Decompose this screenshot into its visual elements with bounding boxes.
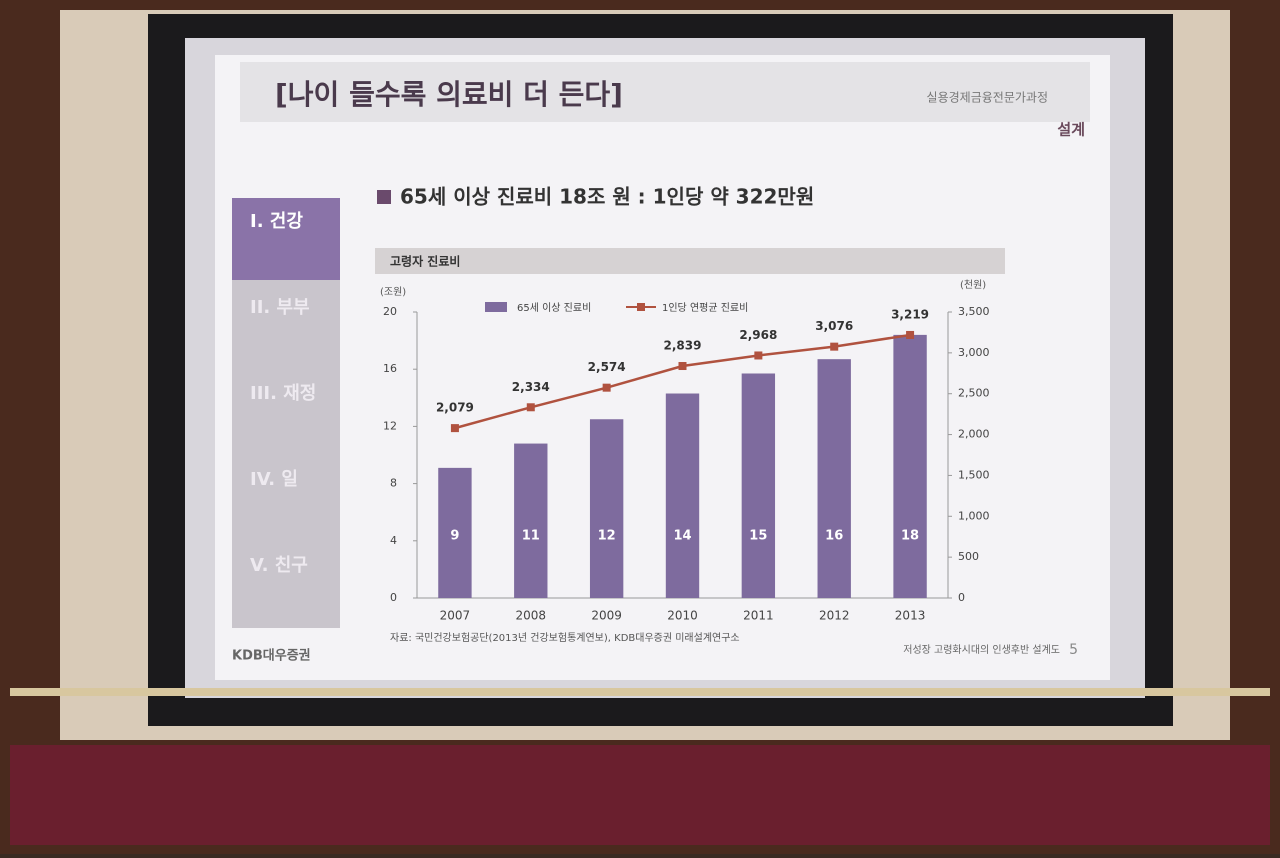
chart-title-bar [375, 248, 1005, 274]
line-marker [830, 342, 839, 351]
line-marker [754, 351, 763, 360]
bar-value-label: 9 [450, 529, 459, 544]
bar [665, 393, 700, 598]
legend-swatch [485, 302, 507, 312]
bar-value-label: 15 [749, 529, 767, 544]
line-marker [906, 330, 915, 339]
y2-tick-label: 3,500 [958, 305, 990, 318]
heading: 65세 이상 진료비 18조 원 : 1인당 약 322만원 [400, 185, 814, 209]
y-tick-label: 20 [383, 305, 397, 318]
bar [589, 419, 624, 598]
line-value-label: 2,574 [588, 360, 626, 374]
slide-title: [나이 들수록 의료비 더 든다] [275, 78, 623, 111]
sidebar-item: II. 부부 [250, 297, 310, 318]
line-value-label: 2,968 [739, 328, 777, 342]
line-value-label: 2,079 [436, 401, 474, 415]
y2-tick-label: 2,500 [958, 387, 990, 400]
y2-tick-label: 2,000 [958, 428, 990, 441]
line-value-label: 2,839 [664, 339, 702, 353]
bar [741, 373, 776, 598]
x-tick-label: 2010 [667, 609, 698, 623]
x-tick-label: 2009 [591, 609, 622, 623]
y-tick-label: 12 [383, 419, 397, 432]
bar [514, 443, 548, 598]
legend-marker [637, 303, 645, 311]
line-value-label: 3,219 [891, 307, 929, 321]
bar-value-label: 18 [901, 529, 919, 544]
y-axis-label: (조원) [380, 286, 406, 298]
line-marker [678, 362, 687, 371]
title-bar [240, 62, 1090, 122]
page-number: 5 [1069, 642, 1078, 658]
line-marker [526, 403, 535, 412]
slide [215, 55, 1110, 680]
y-tick-label: 8 [390, 477, 397, 490]
company: KDB대우증권 [232, 649, 311, 664]
legend-label: 1인당 연평균 진료비 [662, 302, 748, 314]
logo: 설계 [1057, 121, 1085, 139]
sidebar-item: V. 친구 [250, 555, 308, 576]
course: 실용경제금융전문가과정 [927, 91, 1048, 105]
x-tick-label: 2012 [819, 609, 850, 623]
y2-tick-label: 500 [958, 550, 979, 563]
x-tick-label: 2011 [743, 609, 774, 623]
bar-value-label: 14 [673, 529, 691, 544]
y-tick-label: 16 [383, 362, 397, 375]
x-tick-label: 2013 [895, 609, 926, 623]
y-tick-label: 4 [390, 534, 397, 547]
line-value-label: 2,334 [512, 380, 550, 394]
y2-tick-label: 1,500 [958, 468, 990, 481]
source: 자료: 국민건강보험공단(2013년 건강보험통계연보), KDB대우증권 미래… [390, 632, 740, 644]
sidebar-item: III. 재정 [250, 383, 316, 404]
y2-tick-label: 1,000 [958, 509, 990, 522]
sidebar-active [232, 198, 340, 280]
x-tick-label: 2008 [516, 609, 547, 623]
x-tick-label: 2007 [440, 609, 471, 623]
bar-value-label: 16 [825, 529, 843, 544]
y2-tick-label: 0 [958, 591, 965, 604]
line-value-label: 3,076 [815, 319, 853, 333]
sidebar-item: I. 건강 [250, 211, 303, 232]
bullet [377, 190, 391, 204]
bar-value-label: 11 [522, 529, 540, 544]
legend-label: 65세 이상 진료비 [517, 302, 591, 314]
bar-value-label: 12 [598, 529, 616, 544]
rail [10, 688, 1270, 696]
bar [438, 467, 472, 598]
footer: 저성장 고령화시대의 인생후반 설계도 [903, 644, 1060, 656]
line-marker [602, 383, 611, 392]
banner [10, 745, 1270, 845]
bar [893, 334, 927, 598]
y2-tick-label: 3,000 [958, 346, 990, 359]
bar [817, 359, 851, 598]
chart-title: 고령자 진료비 [390, 254, 460, 269]
y-tick-label: 0 [390, 591, 397, 604]
sidebar-item: IV. 일 [250, 469, 298, 490]
y2-axis-label: (천원) [960, 279, 986, 291]
line-marker [450, 424, 459, 433]
